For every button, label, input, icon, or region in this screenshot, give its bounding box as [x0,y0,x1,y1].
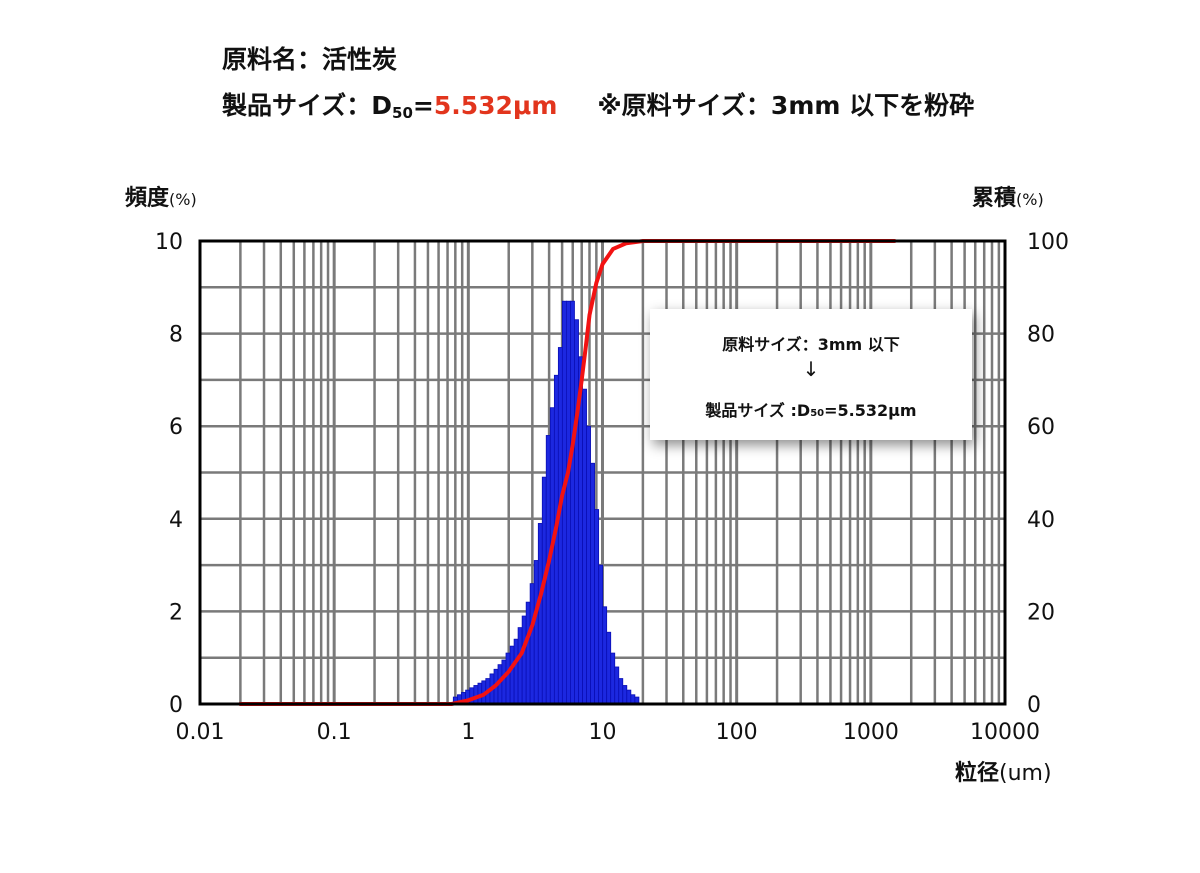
frequency-bar [513,638,519,705]
right-axis-title-unit: (%) [1016,190,1044,209]
raw-material-note: ※原料サイズ：3mm 以下を粉砕 [597,91,975,120]
y-left-tick-label: 0 [169,693,183,718]
frequency-bar [561,300,567,705]
frequency-bar [598,564,604,705]
product-size-subscript: 50 [392,104,413,122]
cumulative-curve-layer [238,239,897,706]
material-name: 原料名：活性炭 [222,45,398,74]
right-axis-title-main: 累積 [972,186,1017,211]
x-tick-label: 10000 [970,720,1040,745]
frequency-bar [582,388,587,705]
frequency-bar [509,645,515,705]
frequency-bar [517,627,523,705]
frequency-bar [614,666,620,705]
y-left-tick-label: 6 [169,415,183,440]
y-right-tick-label: 0 [1027,693,1041,718]
annotation-product-value: =5.532μm [824,401,917,420]
frequency-bar [501,659,507,705]
y-left-tick-label: 10 [155,230,183,255]
y-left-tick-label: 2 [169,600,183,625]
product-size-label: 製品サイズ：D [222,91,393,120]
frequency-bars [452,300,640,705]
frequency-bar [505,652,511,705]
down-arrow-icon: ↓ [802,357,820,381]
product-size-value: 5.532μm [433,91,558,120]
tick-labels: 0.01 0.1 1 10 100 1000 10000024681002040608010… [155,230,1069,745]
frequency-bar [565,300,571,705]
frequency-bar [570,300,575,705]
y-left-tick-label: 8 [169,323,183,348]
right-axis-title: 累積(%) [972,180,1044,212]
annotation-product-label: 製品サイズ :D [705,401,811,420]
y-right-tick-label: 40 [1027,508,1055,533]
y-right-tick-label: 100 [1027,230,1069,255]
x-axis-title-main: 粒径 [955,761,1000,786]
frequency-bar [537,523,543,705]
frequency-bar [602,606,608,705]
frequency-bar [529,583,535,705]
frequency-bar [521,615,527,705]
x-tick-label: 1000 [843,720,899,745]
frequency-bar [533,560,539,705]
y-right-tick-label: 60 [1027,415,1055,440]
frequency-bar [606,631,612,705]
frequency-bar [473,685,479,705]
frequency-bar [525,601,531,705]
x-axis-title-unit: (um) [999,761,1052,786]
cumulative-curve [238,239,897,706]
frequency-bar [574,319,579,705]
y-left-tick-label: 4 [169,508,183,533]
frequency-bar [626,689,632,705]
frequency-bar [622,685,628,705]
left-axis-title: 頻度(%) [125,180,197,212]
x-tick-label: 1 [461,720,475,745]
annotation-product-size: 製品サイズ :D50=5.532μm [650,397,972,421]
x-tick-label: 0.1 [317,720,352,745]
annotation-raw-size: 原料サイズ：3mm 以下 [722,335,900,354]
left-axis-title-unit: (%) [169,190,197,209]
left-axis-title-main: 頻度 [125,186,170,211]
frequency-bar [610,652,616,705]
frequency-bar [586,425,591,705]
product-size-line: 製品サイズ：D50=5.532μm ※原料サイズ：3mm 以下を粉砕 [222,86,974,122]
y-right-tick-label: 20 [1027,600,1055,625]
annotation-product-subscript: 50 [810,408,825,419]
annotation-box: 原料サイズ：3mm 以下 ↓ 製品サイズ :D50=5.532μm [650,309,972,440]
plot-frame [198,239,1007,706]
frequency-bar [618,678,624,705]
frequency-bar [590,462,595,705]
x-axis-title: 粒径(um) [955,755,1052,787]
x-tick-label: 0.01 [176,720,225,745]
frequency-bar [594,509,600,705]
x-tick-label: 100 [716,720,758,745]
frequency-bar [557,347,563,705]
y-right-tick-label: 80 [1027,323,1055,348]
x-tick-label: 10 [589,720,617,745]
product-size-equals: = [412,91,434,120]
